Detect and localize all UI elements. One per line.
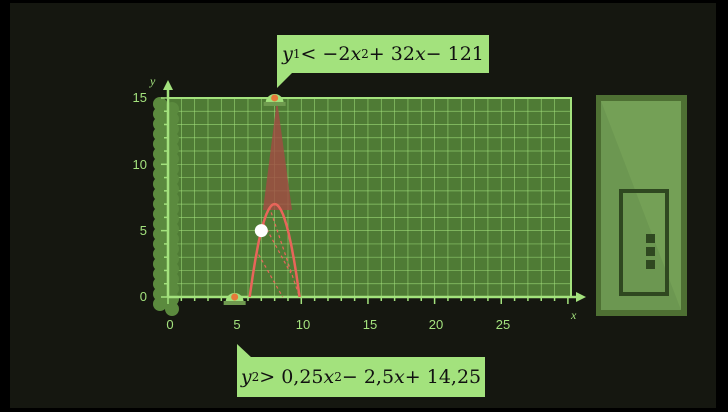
wall-bump (153, 277, 167, 291)
wall-bump (153, 157, 167, 171)
parabola-curve (248, 202, 301, 298)
inequality-var: y (240, 366, 252, 388)
hatch-line (258, 254, 284, 298)
frame-bottom (0, 408, 728, 412)
frame-top (0, 0, 728, 3)
wall-bump (165, 302, 179, 316)
ball[interactable] (254, 224, 268, 238)
launcher-light (271, 94, 279, 102)
wall-bump (153, 107, 167, 121)
callout-top-pointer (277, 73, 292, 88)
y-tick-label: 15 (132, 90, 147, 105)
wall-bump (153, 167, 167, 181)
y-tick-label: 0 (139, 289, 147, 304)
wall-bump (153, 97, 167, 111)
launcher-base (263, 101, 286, 106)
inequality-var: y (282, 43, 293, 65)
y-axis-arrow-icon (163, 80, 173, 90)
inequality-x: x (350, 43, 362, 65)
wall-bump (153, 237, 167, 251)
inequality-tail: + 14,25 (404, 366, 482, 388)
wall-bump (153, 117, 167, 131)
x-tick-label: 15 (362, 317, 378, 332)
wall-bump (153, 217, 167, 231)
x-tick-label: 0 (166, 317, 174, 332)
inequality-rest: − 2,5 (341, 366, 395, 388)
frame-right (716, 0, 728, 412)
inequality-x2: x (394, 366, 405, 388)
wall-bump (153, 257, 167, 271)
wall-bump (153, 297, 167, 311)
exit-door-light-3 (646, 260, 655, 269)
x-tick-label: 20 (428, 317, 444, 332)
x-tick-label: 10 (295, 317, 311, 332)
frame-left (0, 0, 10, 412)
wall-bump (153, 127, 167, 141)
bottom-launcher-icon[interactable] (223, 293, 246, 305)
exit-door-light-1 (646, 234, 655, 243)
inequality-op: > 0,25 (259, 366, 324, 388)
y-axis-label: y (150, 74, 156, 88)
grid-lines (168, 98, 571, 297)
top-launcher-icon[interactable] (263, 93, 286, 106)
inequality-x2: x (414, 43, 426, 65)
inequality-sq: 2 (334, 370, 342, 384)
inequality-op: < −2 (300, 43, 351, 65)
wall-bump (153, 187, 167, 201)
wall-bump (153, 177, 167, 191)
exit-door-light-2 (646, 247, 655, 256)
x-tick-label: 25 (495, 317, 511, 332)
wall-bump (153, 197, 167, 211)
wall-bump (153, 247, 167, 261)
y-tick-marks (161, 97, 168, 298)
inequality-sq: 2 (361, 47, 369, 61)
callout-bottom-pointer (237, 344, 252, 358)
inequality-sub: 2 (251, 370, 260, 384)
wall-bump (153, 147, 167, 161)
exit-door-inner (619, 189, 669, 296)
wall-bump (153, 207, 167, 221)
launcher-beam (263, 100, 292, 210)
x-axis-label: x (571, 308, 577, 322)
y-tick-label: 5 (139, 223, 147, 238)
left-wall (153, 97, 179, 316)
grid-panel (167, 97, 572, 298)
inequality-x: x (323, 366, 335, 388)
parabola-hatching (258, 206, 300, 298)
launcher-base (223, 301, 246, 305)
x-tick-label: 5 (233, 317, 241, 332)
launcher-light (231, 293, 239, 301)
exit-door[interactable] (596, 95, 687, 316)
inequality-rest: + 32 (368, 43, 415, 65)
wall-bump (153, 137, 167, 151)
inequality-tail: − 121 (425, 43, 484, 65)
y-tick-label: 10 (132, 157, 147, 172)
wall-bump (153, 267, 167, 281)
x-axis-arrow-icon (576, 292, 586, 302)
inequality-sub: 1 (292, 47, 301, 61)
